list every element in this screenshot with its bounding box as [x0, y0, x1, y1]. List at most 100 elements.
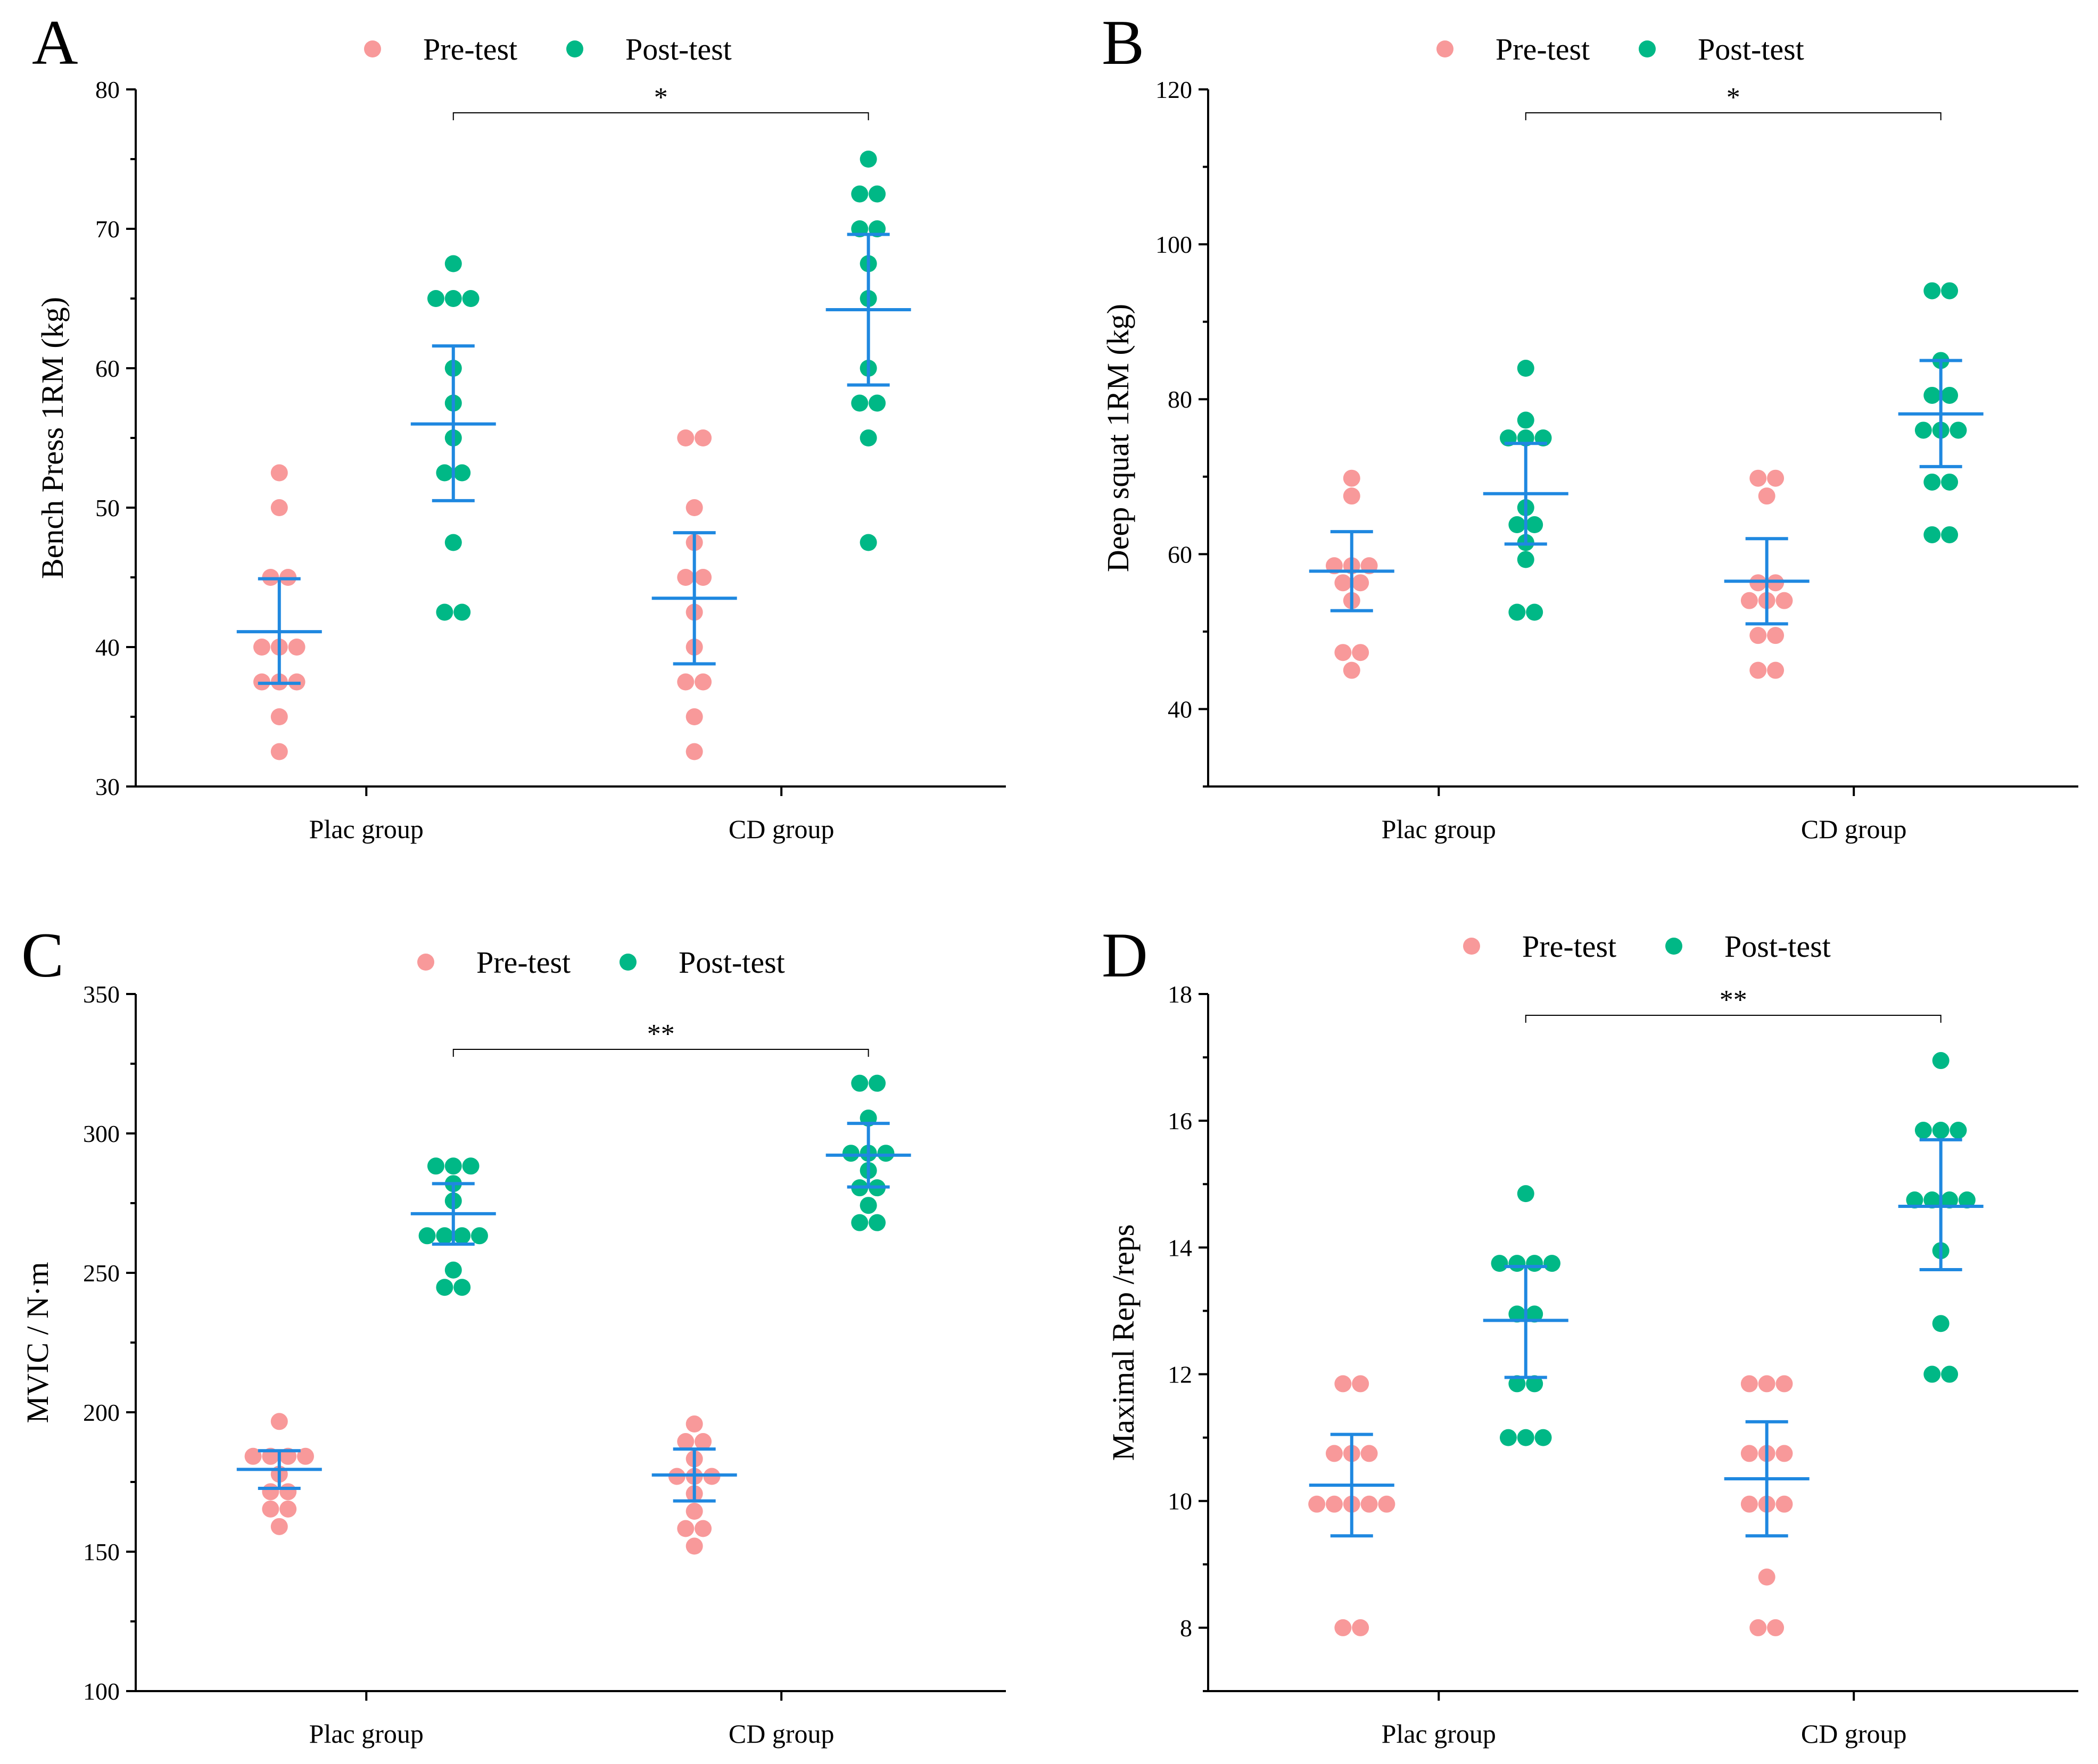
- x-category-label: Plac group: [309, 1719, 424, 1749]
- data-point: [685, 1503, 703, 1520]
- x-category-label: CD group: [1801, 814, 1907, 844]
- data-point: [418, 1227, 436, 1245]
- data-point: [851, 1214, 869, 1231]
- data-point: [851, 185, 869, 203]
- data-point: [1534, 1429, 1552, 1446]
- y-tick-label: 40: [95, 634, 120, 661]
- data-point: [1923, 282, 1941, 300]
- legend-label-post: Post-test: [625, 32, 732, 67]
- data-point: [1334, 1619, 1352, 1636]
- data-point: [1325, 1445, 1343, 1462]
- series-pre-plac: [1309, 469, 1394, 679]
- data-point: [1517, 411, 1534, 429]
- legend-label-post: Post-test: [1698, 32, 1804, 67]
- data-point: [1932, 1052, 1950, 1070]
- y-tick-label: 8: [1180, 1614, 1192, 1642]
- data-point: [427, 1157, 444, 1175]
- y-tick-label: 150: [83, 1538, 120, 1566]
- data-point: [1526, 1375, 1543, 1393]
- data-point: [860, 151, 877, 168]
- data-point: [1352, 1375, 1369, 1393]
- data-point: [1758, 1375, 1775, 1393]
- data-point: [1508, 603, 1526, 621]
- data-point: [851, 394, 869, 412]
- data-point: [685, 1537, 703, 1555]
- legend-marker-post: [1665, 938, 1682, 955]
- data-point: [1932, 1122, 1950, 1139]
- data-point: [1758, 1568, 1775, 1586]
- y-tick-label: 10: [1168, 1488, 1192, 1515]
- data-point: [444, 1261, 462, 1279]
- data-point: [695, 429, 712, 446]
- data-point: [1914, 421, 1932, 439]
- series-pre-plac: [236, 464, 322, 760]
- data-point: [1517, 360, 1534, 377]
- data-point: [470, 1227, 488, 1245]
- y-tick-label: 250: [83, 1260, 120, 1287]
- panel-letter: B: [1102, 7, 1144, 78]
- significance-bracket: [1525, 1015, 1942, 1023]
- panel-a: A Pre-test Post-test 30 40 50 60 70 80 Bench Pres…: [32, 7, 1006, 844]
- data-point: [262, 1500, 279, 1518]
- y-tick-label: 70: [95, 216, 120, 243]
- y-tick-label: 300: [83, 1120, 120, 1147]
- data-point: [1749, 1619, 1767, 1636]
- y-axis-label: MVIC / N·m: [20, 1262, 55, 1423]
- data-point: [1749, 469, 1767, 487]
- data-point: [1950, 1122, 1967, 1139]
- data-point: [1767, 469, 1785, 487]
- legend-label-post: Post-test: [1724, 929, 1831, 964]
- series-post-cd: [825, 1074, 911, 1231]
- data-point: [695, 569, 712, 586]
- series-post-cd: [1898, 282, 1984, 543]
- y-axis-label: Bench Press 1RM (kg): [35, 297, 70, 579]
- data-point: [1941, 386, 1959, 404]
- data-point: [1923, 1191, 1941, 1209]
- y-tick-label: 40: [1168, 695, 1192, 723]
- data-point: [1958, 1191, 1976, 1209]
- data-point: [1950, 421, 1967, 439]
- series-post-plac: [1483, 360, 1568, 621]
- data-point: [1508, 1375, 1526, 1393]
- y-tick-label: 80: [95, 76, 120, 103]
- significance-bracket: [1525, 112, 1942, 120]
- data-point: [851, 1074, 869, 1092]
- data-point: [270, 464, 288, 482]
- y-tick-label: 100: [83, 1678, 120, 1705]
- data-point: [1508, 1305, 1526, 1323]
- data-point: [1923, 1365, 1941, 1383]
- data-point: [1343, 661, 1360, 679]
- data-point: [262, 1483, 279, 1501]
- significance-bracket: [452, 112, 869, 120]
- legend-label-pre: Pre-test: [476, 945, 571, 980]
- data-point: [1526, 516, 1543, 534]
- data-point: [436, 1227, 453, 1245]
- data-point: [453, 603, 471, 621]
- data-point: [869, 394, 886, 412]
- data-point: [1508, 1255, 1526, 1272]
- data-point: [1360, 1445, 1378, 1462]
- legend: Pre-test Post-test: [1436, 32, 1804, 67]
- x-category-label: Plac group: [1382, 1719, 1496, 1749]
- y-tick-label: 80: [1168, 386, 1192, 413]
- data-point: [1325, 1495, 1343, 1513]
- data-point: [444, 534, 462, 551]
- legend-marker-pre: [417, 954, 434, 971]
- data-point: [695, 673, 712, 691]
- data-point: [444, 290, 462, 307]
- series-pre-cd: [1724, 469, 1810, 679]
- data-point: [1352, 644, 1369, 661]
- data-point: [1334, 574, 1352, 592]
- data-point: [1758, 487, 1775, 505]
- data-point: [1343, 487, 1360, 505]
- data-point: [869, 1074, 886, 1092]
- legend-marker-pre: [1436, 40, 1453, 57]
- x-category-label: CD group: [1801, 1719, 1907, 1749]
- data-point: [1526, 1255, 1543, 1272]
- y-tick-label: 120: [1155, 76, 1192, 103]
- data-point: [1740, 1445, 1758, 1462]
- data-point: [1352, 574, 1369, 592]
- data-point: [436, 464, 453, 482]
- data-point: [677, 569, 695, 586]
- data-point: [685, 499, 703, 516]
